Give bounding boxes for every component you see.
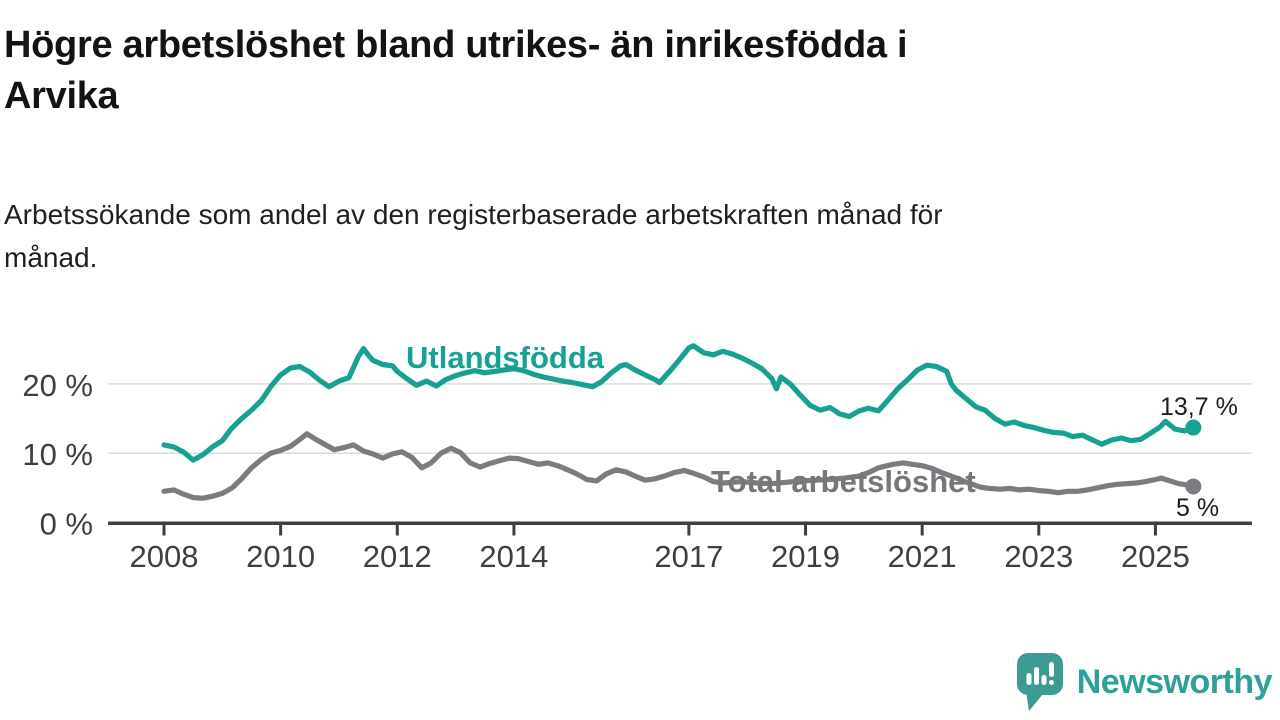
page-subtitle-line1: Arbetssökande som andel av den registerb… <box>4 199 943 230</box>
utlandsfodda-end-dot <box>1185 419 1202 436</box>
x-axis-label: 2019 <box>771 539 840 574</box>
x-axis-label: 2023 <box>1004 539 1073 574</box>
total-arbetsloshet-line <box>161 431 1196 501</box>
series-label-utlandsfodda: Utlandsfödda <box>406 340 605 375</box>
newsworthy-logo: Newsworthy <box>1016 651 1273 713</box>
page-subtitle-line2: månad. <box>4 241 98 273</box>
x-axis-label: 2014 <box>479 539 548 574</box>
y-axis-label: 10 % <box>22 437 93 472</box>
x-axis-label: 2025 <box>1121 539 1190 574</box>
series-label-total-arbetsloshet: Total arbetslöshet <box>711 464 976 499</box>
newsworthy-wordmark: Newsworthy <box>1076 662 1273 701</box>
page-title: Högre arbetslöshet bland utrikes- än inr… <box>4 20 1224 122</box>
x-axis-label: 2012 <box>363 539 432 574</box>
page-subtitle: Arbetssökande som andel av den registerb… <box>4 194 1224 280</box>
end-value-label-total: 5 % <box>1176 494 1220 522</box>
total-end-dot <box>1185 478 1202 495</box>
utlandsfodda-line <box>161 343 1196 463</box>
y-axis-label: 0 % <box>40 507 93 542</box>
x-axis-label: 2010 <box>246 539 315 574</box>
end-value-label-utlandsfodda: 13,7 % <box>1160 393 1238 421</box>
page-title-line1: Högre arbetslöshet bland utrikes- än inr… <box>4 24 908 66</box>
x-axis-label: 2008 <box>130 539 199 574</box>
page-title-line2: Arvika <box>4 74 119 117</box>
newsworthy-logo-icon <box>1016 653 1063 711</box>
x-axis-label: 2017 <box>654 539 723 574</box>
x-axis-label: 2021 <box>888 539 957 574</box>
y-axis-label: 20 % <box>22 368 93 403</box>
